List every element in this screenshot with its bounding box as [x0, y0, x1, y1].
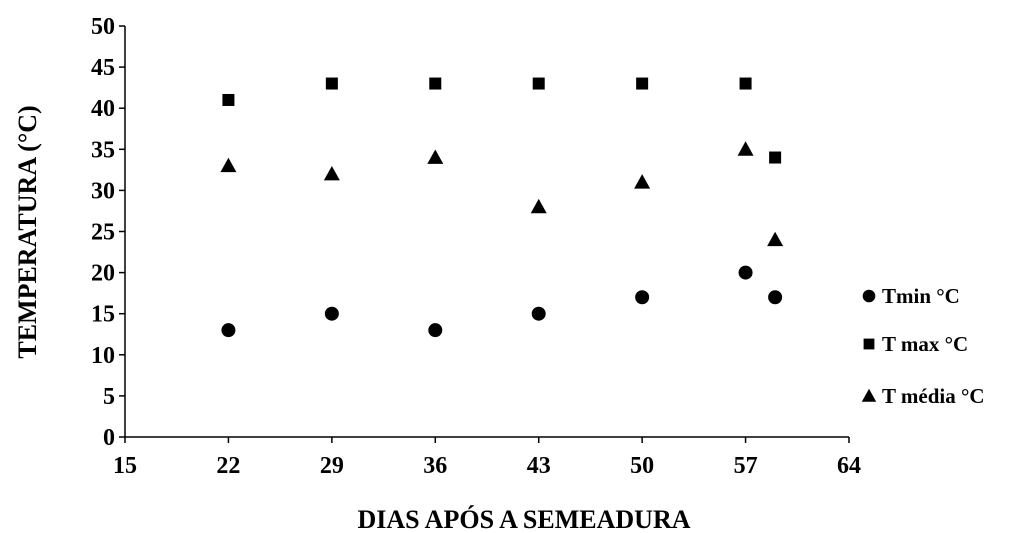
x-tick-label: 22	[216, 453, 240, 479]
x-tick-label: 15	[113, 453, 137, 479]
data-point-triangle	[737, 141, 754, 156]
y-tick-label: 35	[91, 137, 115, 163]
x-tick-label: 57	[734, 453, 758, 479]
y-tick-label: 40	[91, 96, 115, 122]
x-axis-ticks: 15 22 29 36 43 50 57 64	[113, 437, 861, 479]
y-tick-label: 50	[91, 14, 115, 40]
data-point-square	[739, 77, 752, 90]
data-point-square	[222, 93, 235, 106]
y-tick-label: 10	[91, 343, 115, 369]
series-circle	[221, 265, 783, 338]
y-tick-label: 5	[103, 384, 115, 410]
x-tick-label: 50	[630, 453, 654, 479]
data-point-triangle	[634, 174, 651, 189]
y-tick-label: 25	[91, 220, 115, 246]
data-point-triangle	[220, 157, 237, 173]
legend: Tmin °C T max °C T média °C	[861, 284, 985, 408]
legend-marker-triangle	[861, 388, 877, 402]
y-tick-label: 0	[103, 425, 115, 451]
data-point-triangle	[323, 165, 340, 181]
legend-label: T média °C	[882, 384, 985, 408]
y-tick-label: 45	[91, 55, 115, 81]
data-point-circle	[531, 306, 546, 321]
data-point-circle	[768, 290, 783, 305]
data-point-circle	[324, 306, 339, 321]
x-tick-label: 36	[423, 453, 447, 479]
x-tick-label: 43	[527, 453, 551, 479]
y-axis-title: TEMPERATURA (°C)	[13, 105, 42, 358]
legend-item: T média °C	[861, 384, 985, 408]
legend-label: Tmin °C	[882, 284, 960, 308]
x-tick-label: 29	[320, 453, 344, 479]
legend-marker-circle	[862, 289, 876, 303]
data-points	[220, 77, 784, 338]
data-point-square	[769, 151, 782, 164]
y-tick-label: 30	[91, 178, 115, 204]
data-point-circle	[221, 323, 236, 338]
y-tick-label: 20	[91, 261, 115, 287]
data-point-triangle	[767, 231, 784, 247]
legend-item: Tmin °C	[862, 284, 960, 308]
x-tick-label: 64	[837, 453, 861, 479]
legend-label: T max °C	[882, 332, 968, 356]
y-axis-ticks: 0 5 10 15 20 25 30 35 40 45 50	[91, 14, 125, 451]
x-axis-title: DIAS APÓS A SEMEADURA	[357, 505, 690, 533]
y-tick-label: 15	[91, 302, 115, 328]
data-point-circle	[738, 265, 753, 280]
data-point-square	[636, 77, 649, 90]
series-square	[222, 77, 782, 164]
data-point-square	[429, 77, 442, 90]
data-point-circle	[428, 323, 443, 338]
data-point-triangle	[530, 198, 547, 214]
legend-marker-square	[863, 338, 875, 350]
data-point-square	[325, 77, 338, 90]
legend-item: T max °C	[863, 332, 968, 356]
data-point-circle	[635, 290, 650, 305]
data-point-triangle	[427, 149, 444, 164]
series-triangle	[220, 141, 784, 247]
data-point-square	[532, 77, 545, 90]
